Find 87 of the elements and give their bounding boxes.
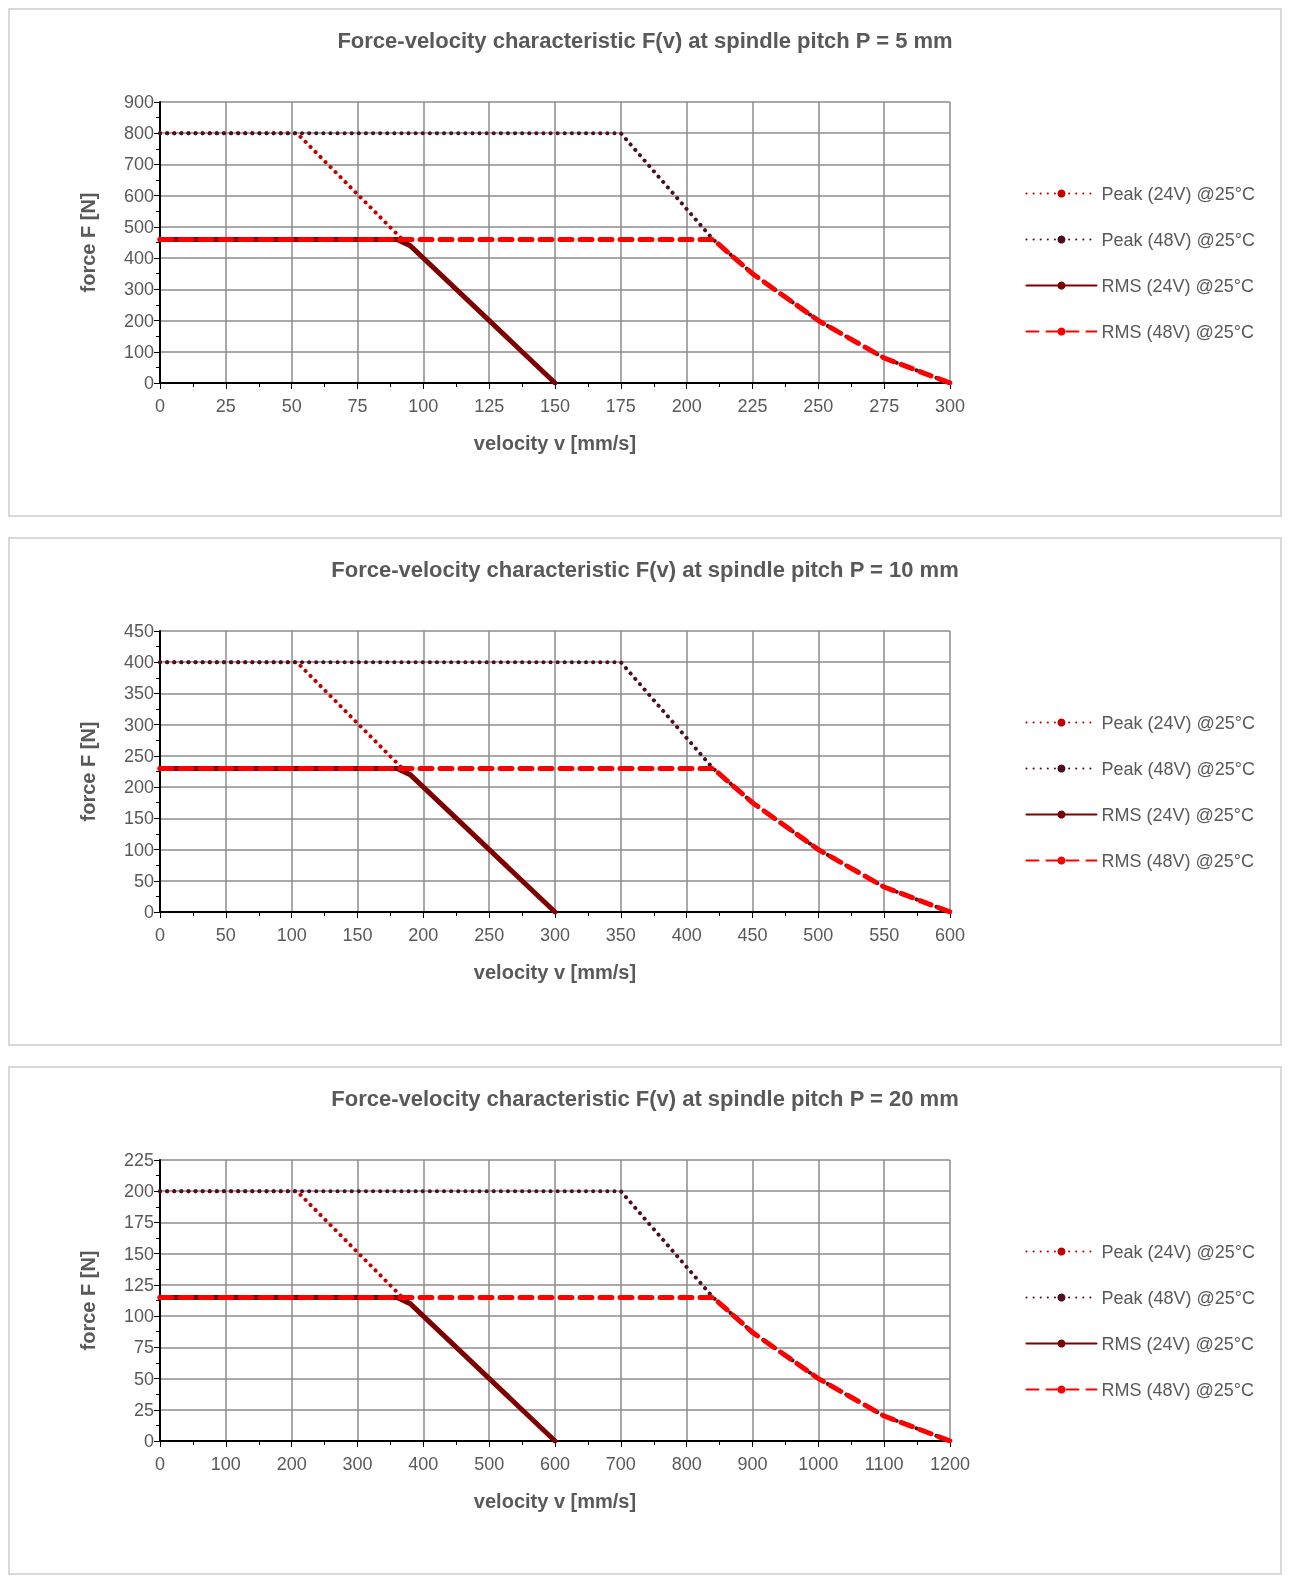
x-tick-label: 400 bbox=[671, 925, 702, 945]
x-tick-label: 250 bbox=[803, 396, 834, 416]
legend-label: RMS (24V) @25°C bbox=[1101, 1333, 1254, 1354]
x-tick-label: 600 bbox=[934, 925, 966, 945]
y-tick-label: 100 bbox=[123, 341, 154, 362]
legend-label: RMS (48V) @25°C bbox=[1101, 1379, 1254, 1400]
y-tick-label: 25 bbox=[133, 1399, 154, 1420]
y-tick-label: 500 bbox=[123, 216, 154, 237]
x-tick-label: 75 bbox=[347, 396, 368, 416]
y-tick-label: 150 bbox=[123, 808, 154, 829]
x-tick-label: 50 bbox=[215, 925, 236, 945]
y-tick-label: 200 bbox=[123, 777, 154, 798]
legend-label: Peak (24V) @25°C bbox=[1101, 183, 1256, 204]
legend-label: RMS (24V) @25°C bbox=[1101, 804, 1254, 825]
legend-label: Peak (48V) @25°C bbox=[1101, 1287, 1256, 1308]
y-tick-label: 0 bbox=[143, 1431, 154, 1451]
x-tick-label: 1100 bbox=[864, 1454, 904, 1474]
legend-label: Peak (48V) @25°C bbox=[1101, 229, 1256, 250]
chart-title: Force-velocity characteristic F(v) at spindle pitch P = 20 mm bbox=[331, 1085, 959, 1111]
x-tick-label: 800 bbox=[671, 1454, 702, 1474]
y-tick-label: 300 bbox=[123, 714, 154, 735]
y-tick-label: 175 bbox=[123, 1212, 154, 1233]
x-tick-label: 25 bbox=[215, 396, 236, 416]
legend-label: RMS (48V) @25°C bbox=[1101, 850, 1254, 871]
y-tick-label: 350 bbox=[123, 683, 154, 704]
y-tick-label: 700 bbox=[123, 154, 154, 175]
x-tick-label: 400 bbox=[408, 1454, 439, 1474]
y-tick-label: 100 bbox=[123, 839, 154, 860]
x-tick-label: 100 bbox=[276, 925, 307, 945]
y-tick-label: 50 bbox=[133, 870, 154, 891]
y-tick-label: 125 bbox=[123, 1274, 154, 1295]
y-tick-label: 75 bbox=[133, 1337, 154, 1358]
y-tick-label: 100 bbox=[123, 1306, 154, 1327]
y-tick-label: 300 bbox=[123, 279, 154, 300]
x-tick-label: 50 bbox=[281, 396, 302, 416]
legend-label: RMS (24V) @25°C bbox=[1101, 275, 1254, 296]
y-axis-title: force F [N] bbox=[77, 1250, 99, 1351]
x-tick-label: 300 bbox=[934, 396, 966, 416]
y-tick-label: 225 bbox=[123, 1150, 154, 1170]
x-tick-label: 550 bbox=[869, 925, 900, 945]
x-tick-label: 200 bbox=[276, 1454, 307, 1474]
y-tick-label: 400 bbox=[123, 248, 154, 269]
x-tick-label: 600 bbox=[539, 1454, 571, 1474]
x-tick-label: 125 bbox=[474, 396, 505, 416]
x-tick-label: 300 bbox=[539, 925, 571, 945]
x-tick-label: 500 bbox=[474, 1454, 505, 1474]
x-tick-label: 100 bbox=[210, 1454, 241, 1474]
x-tick-label: 700 bbox=[605, 1454, 636, 1474]
y-tick-label: 900 bbox=[123, 92, 154, 112]
x-tick-label: 100 bbox=[408, 396, 439, 416]
y-tick-label: 50 bbox=[133, 1368, 154, 1389]
x-tick-label: 150 bbox=[539, 396, 571, 416]
x-tick-label: 200 bbox=[671, 396, 702, 416]
x-tick-label: 1000 bbox=[798, 1454, 839, 1474]
y-tick-label: 250 bbox=[123, 745, 154, 766]
y-tick-label: 0 bbox=[143, 902, 154, 922]
x-tick-label: 150 bbox=[342, 925, 373, 945]
x-tick-label: 450 bbox=[737, 925, 768, 945]
y-tick-label: 600 bbox=[123, 185, 154, 206]
x-tick-label: 900 bbox=[737, 1454, 768, 1474]
x-tick-label: 200 bbox=[408, 925, 439, 945]
y-axis-title: force F [N] bbox=[77, 192, 99, 293]
x-axis-title: velocity v [mm/s] bbox=[473, 961, 637, 983]
x-axis-title: velocity v [mm/s] bbox=[473, 432, 637, 454]
x-tick-label: 350 bbox=[605, 925, 636, 945]
legend-label: Peak (24V) @25°C bbox=[1101, 1241, 1256, 1262]
x-tick-label: 225 bbox=[737, 396, 768, 416]
y-tick-label: 400 bbox=[123, 652, 154, 673]
y-tick-label: 200 bbox=[123, 1181, 154, 1202]
x-tick-label: 175 bbox=[605, 396, 636, 416]
x-tick-label: 500 bbox=[803, 925, 834, 945]
y-axis-title: force F [N] bbox=[77, 721, 99, 822]
y-tick-label: 150 bbox=[123, 1243, 154, 1264]
y-tick-label: 0 bbox=[143, 373, 154, 393]
x-tick-label: 275 bbox=[869, 396, 900, 416]
y-tick-label: 200 bbox=[123, 310, 154, 331]
legend-label: Peak (24V) @25°C bbox=[1101, 712, 1256, 733]
x-tick-label: 1200 bbox=[929, 1454, 971, 1474]
legend-label: Peak (48V) @25°C bbox=[1101, 758, 1256, 779]
x-axis-title: velocity v [mm/s] bbox=[473, 1490, 637, 1512]
y-tick-label: 800 bbox=[123, 123, 154, 144]
chart-title: Force-velocity characteristic F(v) at spindle pitch P = 10 mm bbox=[331, 556, 959, 582]
chart-title: Force-velocity characteristic F(v) at spindle pitch P = 5 mm bbox=[337, 27, 953, 53]
x-tick-label: 250 bbox=[474, 925, 505, 945]
x-tick-label: 300 bbox=[342, 1454, 373, 1474]
y-tick-label: 450 bbox=[123, 621, 154, 641]
legend-label: RMS (48V) @25°C bbox=[1101, 321, 1254, 342]
